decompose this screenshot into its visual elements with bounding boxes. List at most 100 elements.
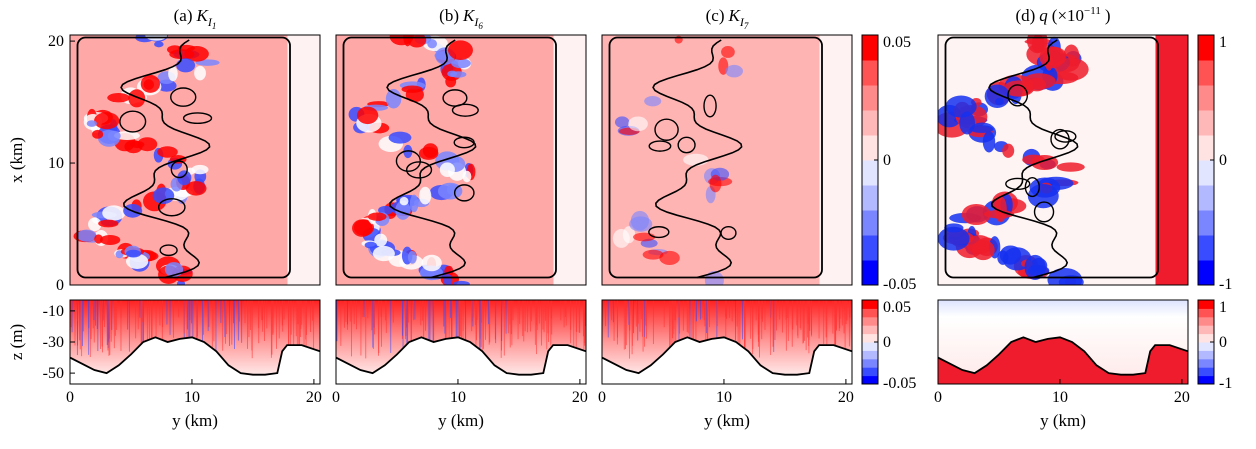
field-blob: [1022, 154, 1045, 165]
title-part: (d): [1015, 6, 1035, 25]
field-blob: [1027, 184, 1059, 209]
field-blob: [128, 89, 146, 108]
field-blob: [378, 205, 394, 215]
title-part: (b): [439, 6, 459, 25]
contour: [652, 39, 743, 279]
field: [70, 35, 320, 285]
x-axis-label: y (km): [704, 411, 750, 430]
colorbar-step: [862, 160, 878, 186]
seafloor: [70, 337, 320, 384]
field-blob: [102, 205, 126, 221]
colorbar-step: [862, 85, 878, 111]
title-part: 6: [478, 21, 483, 31]
colorbar-step: [1198, 367, 1214, 377]
axes-frame: [69, 34, 321, 286]
field-blob: [98, 219, 119, 228]
contour: [677, 136, 696, 154]
colorbar-step: [1198, 350, 1214, 360]
field-blob: [984, 84, 1010, 109]
contour: [608, 36, 823, 279]
contour: [70, 336, 320, 376]
field-blob: [969, 125, 994, 133]
field-blob: [154, 41, 164, 48]
contour: [602, 336, 852, 376]
x-tick-label: 10: [1052, 389, 1068, 406]
panel: (c) KI7 0.05 0 -0.05: [601, 6, 916, 293]
x-tick-label: 10: [450, 389, 466, 406]
field-stripe: [553, 35, 586, 285]
colorbar-step: [1198, 160, 1214, 186]
field-blob: [419, 186, 432, 205]
contour: [157, 198, 186, 217]
axes-frame: [601, 299, 853, 385]
field-blob: [418, 146, 439, 160]
contour: [170, 87, 197, 107]
y-tick-label: 10: [48, 155, 64, 172]
colorbar-step: [862, 235, 878, 261]
field-blob: [659, 250, 680, 266]
contour: [170, 160, 188, 179]
field-stripe: [819, 35, 852, 285]
contour: [1050, 128, 1070, 150]
colorbar-tick-label: 1: [1219, 299, 1227, 316]
colorbar-step: [1198, 210, 1214, 236]
x-tick-label: 0: [934, 389, 942, 406]
panel: 0 10 20 y (km): [332, 299, 588, 430]
colorbar-step: [862, 333, 878, 343]
colorbar-tick-label: 0.05: [883, 34, 911, 51]
field-blob: [1024, 254, 1046, 280]
contour: [120, 39, 211, 279]
field-blob: [114, 131, 140, 141]
contour: [944, 36, 1159, 279]
colorbar-step: [1198, 300, 1214, 309]
x-axis-label: y (km): [438, 411, 484, 430]
field-blob: [462, 170, 472, 183]
colorbar-step: [862, 210, 878, 236]
field-stripe: [287, 35, 320, 285]
x-tick-label: 20: [572, 389, 588, 406]
y-tick-label: 0: [56, 277, 64, 294]
field-blob: [683, 153, 709, 166]
panel: -10 -30 -500 10 20 z (m) y (km): [7, 299, 322, 430]
field-blob: [982, 131, 996, 153]
x-tick-label: 0: [598, 389, 606, 406]
title-part: I: [473, 15, 479, 29]
colorbar-step: [862, 367, 878, 377]
panel: (b) KI6: [335, 6, 587, 286]
field-blob: [125, 253, 149, 269]
seafloor: [938, 337, 1188, 384]
field-blob: [76, 229, 97, 242]
title-part: 1: [212, 21, 217, 31]
contour: [938, 336, 1188, 376]
contour: [720, 225, 737, 241]
field-blob: [137, 137, 158, 152]
field-blob: [107, 93, 130, 103]
contour: [119, 110, 147, 133]
seafloor: [336, 337, 586, 384]
colorbar-step: [1198, 185, 1214, 211]
y-axis-label: x (km): [7, 137, 26, 183]
colorbar-step: [1198, 375, 1214, 385]
field-blob: [177, 170, 192, 186]
field-blob: [632, 232, 656, 242]
title-part: (×10: [1052, 6, 1084, 25]
x-axis-label: y (km): [172, 411, 218, 430]
field-blob: [399, 196, 409, 206]
contour: [1033, 201, 1055, 223]
title-part: K: [728, 6, 742, 25]
field-blob: [99, 234, 121, 245]
field: [70, 300, 320, 384]
colorbar-step: [1198, 85, 1214, 111]
field-blob: [452, 280, 470, 285]
contour: [336, 336, 586, 376]
colorbar-tick-label: -1: [1219, 276, 1232, 293]
field-blob: [395, 200, 411, 220]
field-blob: [364, 241, 377, 249]
colorbar-step: [862, 260, 878, 286]
field: [336, 300, 586, 384]
title-part: K: [462, 6, 476, 25]
field-blob: [168, 66, 178, 82]
colorbar-step: [862, 135, 878, 161]
contour: [159, 244, 178, 257]
